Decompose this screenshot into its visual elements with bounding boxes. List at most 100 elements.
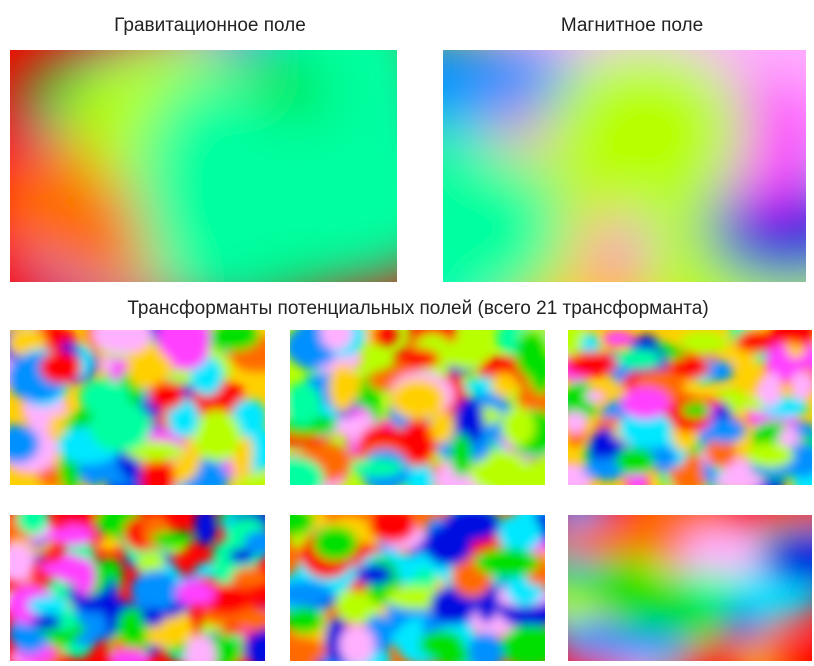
- map-blob: [585, 388, 607, 404]
- map-blob: [356, 564, 393, 585]
- map-blob: [651, 445, 677, 473]
- map-blob: [469, 449, 530, 485]
- map-blob: [789, 371, 812, 401]
- field-map: [443, 50, 806, 282]
- map-blob: [568, 351, 618, 377]
- map-blob: [291, 330, 332, 371]
- map-blob: [130, 570, 180, 611]
- map-blob: [107, 650, 152, 661]
- map-blob: [231, 567, 265, 589]
- map-blob: [203, 330, 260, 352]
- field-map: [10, 515, 265, 661]
- map-pattern: [10, 330, 265, 485]
- map-pattern: [568, 330, 812, 485]
- map-blob: [141, 607, 165, 627]
- map-blob: [757, 371, 783, 407]
- map-blob: [666, 357, 710, 380]
- map-blob: [443, 50, 583, 121]
- map-blob: [568, 411, 589, 434]
- map-blob: [135, 553, 166, 576]
- map-blob: [320, 330, 353, 351]
- map-blob: [219, 107, 397, 282]
- map-blob: [47, 524, 97, 546]
- map-blob: [705, 418, 746, 444]
- gravity-title: Гравитационное поле: [114, 15, 306, 36]
- map-blob: [735, 330, 776, 353]
- map-pattern: [10, 515, 265, 661]
- map-blob: [92, 330, 153, 354]
- map-blob: [335, 586, 381, 624]
- map-blob: [290, 456, 325, 485]
- map-blob: [31, 613, 62, 630]
- section-title: Трансформанты потенциальных полей (всего…: [127, 298, 708, 319]
- map-blob: [621, 386, 670, 419]
- map-blob: [231, 398, 265, 438]
- map-blob: [454, 397, 485, 446]
- map-blob: [390, 379, 446, 420]
- map-blob: [10, 424, 40, 464]
- map-blob: [760, 527, 812, 587]
- map-blob: [228, 548, 255, 564]
- map-blob: [475, 548, 540, 578]
- map-blob: [624, 471, 651, 485]
- field-map: [568, 330, 812, 485]
- map-pattern: [290, 330, 545, 485]
- map-blob: [290, 515, 315, 536]
- map-pattern: [10, 50, 397, 282]
- map-blob: [184, 635, 216, 661]
- map-pattern: [443, 50, 806, 282]
- map-blob: [446, 336, 486, 370]
- map-blob: [679, 331, 728, 355]
- map-blob: [615, 447, 655, 475]
- map-blob: [290, 581, 332, 607]
- map-blob: [616, 349, 662, 369]
- map-blob: [450, 433, 473, 478]
- map-blob: [349, 459, 404, 477]
- field-map: [290, 330, 545, 485]
- map-blob: [490, 372, 518, 397]
- map-blob: [16, 515, 50, 535]
- map-blob: [705, 436, 737, 468]
- map-blob: [602, 330, 635, 347]
- map-blob: [244, 630, 265, 661]
- map-blob: [312, 525, 358, 562]
- map-blob: [681, 402, 710, 418]
- map-blob: [618, 409, 673, 448]
- magnetic-title: Магнитное поле: [561, 15, 703, 36]
- field-map: [10, 330, 265, 485]
- map-blob: [372, 330, 399, 346]
- map-blob: [89, 401, 151, 452]
- map-blob: [10, 543, 35, 583]
- map-blob: [501, 624, 545, 661]
- map-blob: [39, 351, 82, 384]
- map-blob: [544, 50, 747, 221]
- field-map: [568, 515, 812, 661]
- map-blob: [468, 632, 505, 661]
- map-blob: [501, 407, 535, 447]
- map-blob: [568, 520, 662, 560]
- map-blob: [576, 627, 693, 661]
- map-pattern: [568, 515, 812, 661]
- map-blob: [290, 636, 328, 661]
- map-blob: [339, 624, 375, 661]
- map-blob: [176, 579, 216, 607]
- map-blob: [529, 348, 545, 396]
- map-blob: [27, 596, 69, 616]
- map-blob: [148, 381, 185, 410]
- map-blob: [126, 344, 173, 390]
- map-blob: [706, 360, 734, 382]
- field-map: [290, 515, 545, 661]
- map-blob: [750, 640, 812, 661]
- map-blob: [290, 382, 322, 426]
- map-blob: [405, 462, 435, 485]
- map-blob: [588, 427, 626, 469]
- map-blob: [746, 442, 794, 469]
- map-blob: [193, 410, 241, 462]
- map-blob: [430, 411, 454, 444]
- map-blob: [72, 557, 96, 596]
- map-blob: [497, 515, 542, 554]
- map-blob: [678, 528, 773, 574]
- map-blob: [151, 530, 195, 548]
